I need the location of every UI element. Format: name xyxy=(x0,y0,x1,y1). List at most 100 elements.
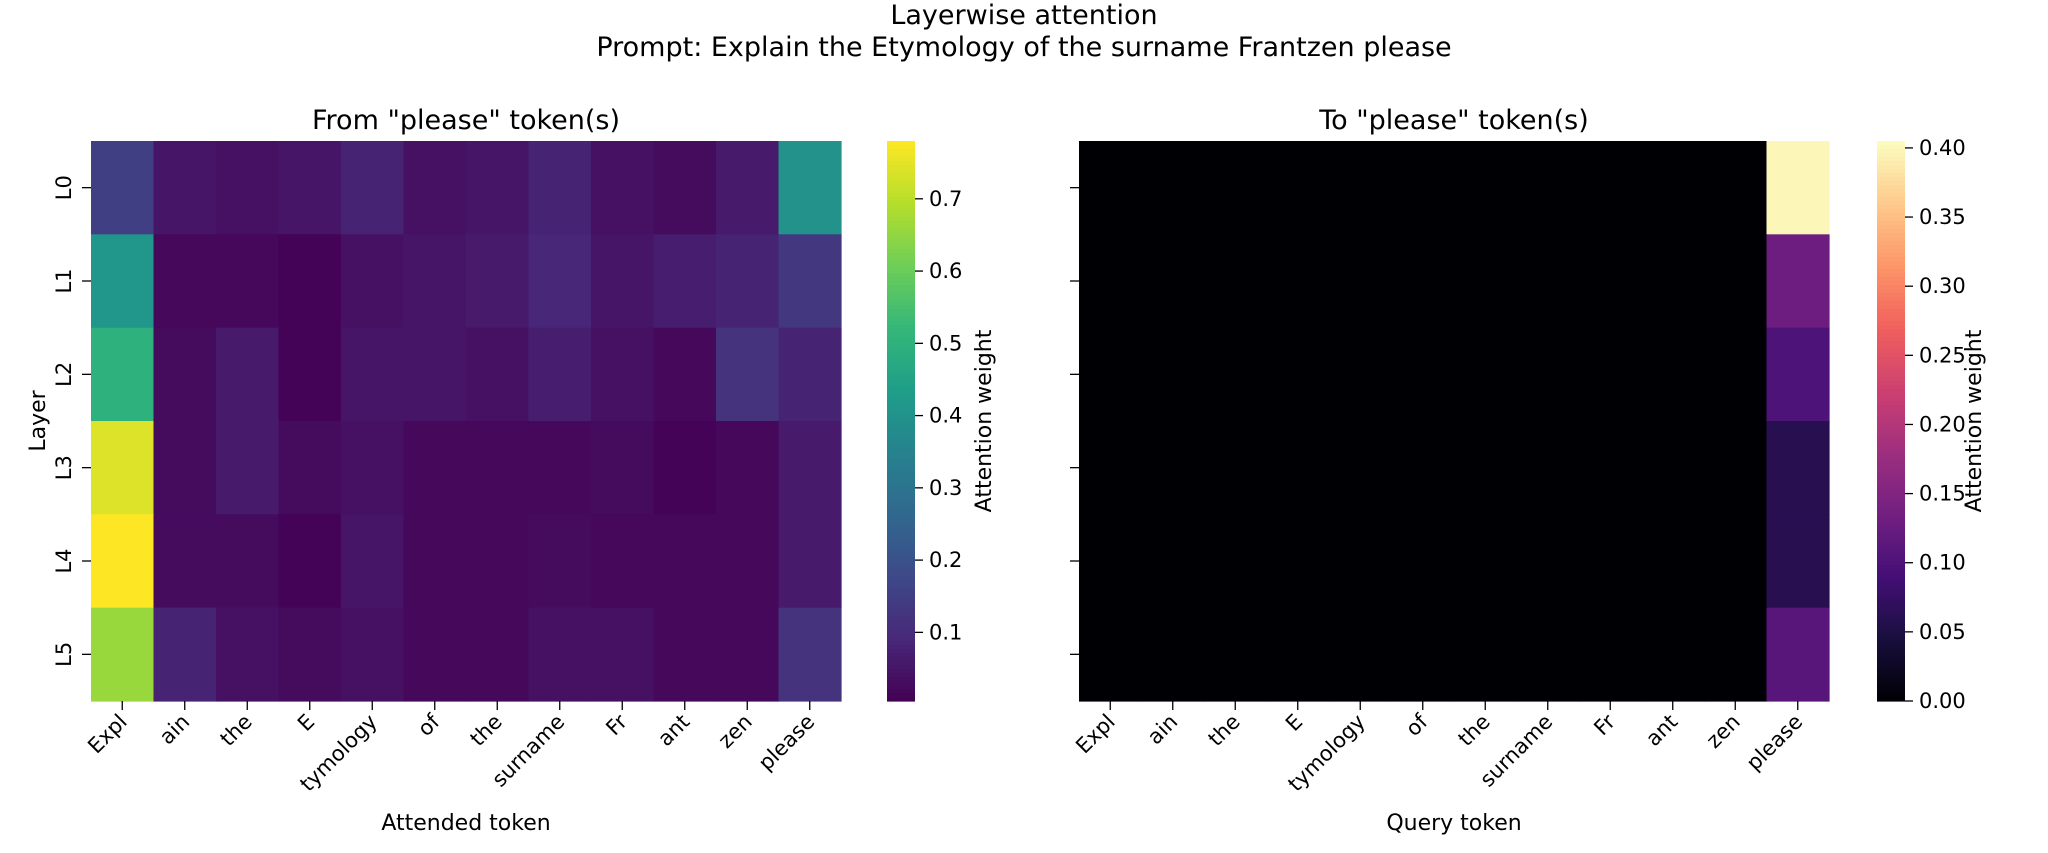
heatmap-cell xyxy=(1766,514,1830,609)
colorbar-segment xyxy=(1877,177,1905,182)
colorbar-segment xyxy=(1877,437,1905,442)
heatmap-cell xyxy=(1266,327,1330,422)
colorbar-segment xyxy=(887,597,915,602)
heatmap-cell xyxy=(1579,514,1643,609)
heatmap-cell xyxy=(716,514,780,609)
colorbar-segment xyxy=(1877,677,1905,682)
heatmap-cell xyxy=(1329,327,1393,422)
colorbar-segment xyxy=(1877,325,1905,330)
colorbar-segment xyxy=(1877,541,1905,546)
heatmap-cell xyxy=(1329,141,1393,235)
colorbar-segment xyxy=(1877,225,1905,230)
colorbar-segment xyxy=(1877,333,1905,338)
heatmap-cell xyxy=(1204,327,1268,422)
colorbar-segment xyxy=(1877,361,1905,366)
heatmap-cell xyxy=(1516,327,1580,422)
colorbar-segment xyxy=(1877,493,1905,498)
colorbar-segment xyxy=(1877,273,1905,278)
y-tick-label: L5 xyxy=(52,642,76,667)
colorbar-segment xyxy=(1877,657,1905,662)
colorbar-segment xyxy=(1877,557,1905,562)
colorbar-segment xyxy=(1877,397,1905,402)
heatmap-cell xyxy=(591,234,655,329)
x-tick-label: Fr xyxy=(1589,709,1620,740)
heatmap-cell xyxy=(1079,607,1143,702)
colorbar-segment xyxy=(887,157,915,162)
colorbar-segment xyxy=(887,249,915,254)
colorbar-segment xyxy=(887,461,915,466)
colorbar-segment xyxy=(887,421,915,426)
colorbar-segment xyxy=(887,537,915,542)
colorbar-segment xyxy=(1877,161,1905,166)
heatmap-cell xyxy=(1391,514,1455,609)
colorbar-segment xyxy=(887,665,915,670)
colorbar-segment xyxy=(1877,329,1905,334)
colorbar-segment xyxy=(1877,521,1905,526)
colorbar-segment xyxy=(1877,453,1905,458)
colorbar-segment xyxy=(1877,525,1905,530)
figure-title: Layerwise attention Prompt: Explain the … xyxy=(0,0,2048,64)
heatmap-cell xyxy=(778,234,842,329)
colorbar-segment xyxy=(1877,637,1905,642)
colorbar-segment xyxy=(1877,645,1905,650)
colorbar-segment xyxy=(1877,253,1905,258)
colorbar-segment xyxy=(887,433,915,438)
heatmap-cell xyxy=(216,234,280,329)
colorbar-segment xyxy=(887,549,915,554)
colorbar-segment xyxy=(887,313,915,318)
colorbar-segment xyxy=(887,589,915,594)
heatmap-cell xyxy=(1704,234,1768,329)
colorbar-segment xyxy=(887,285,915,290)
colorbar-segment xyxy=(1877,633,1905,638)
colorbar-segment xyxy=(1877,697,1905,702)
colorbar-segment xyxy=(887,349,915,354)
colorbar-segment xyxy=(887,329,915,334)
heatmap-cell xyxy=(1516,141,1580,235)
colorbar-segment xyxy=(1877,445,1905,450)
heatmap-cell xyxy=(1704,421,1768,515)
colorbar-segment xyxy=(887,565,915,570)
heatmap-cell xyxy=(403,607,467,702)
colorbar-segment xyxy=(1877,693,1905,698)
heatmap-cell xyxy=(466,327,530,422)
colorbar-segment xyxy=(887,409,915,414)
colorbar-segment xyxy=(1877,205,1905,210)
y-tick-label: L0 xyxy=(52,175,76,200)
colorbar-segment xyxy=(1877,617,1905,622)
colorbar-segment xyxy=(887,353,915,358)
colorbar-segment xyxy=(1877,213,1905,218)
colorbar-segment xyxy=(1877,413,1905,418)
heatmap-cell xyxy=(1141,234,1205,329)
heatmap-cell xyxy=(1329,607,1393,702)
colorbar-segment xyxy=(1877,345,1905,350)
colorbar-segment xyxy=(1877,321,1905,326)
colorbar-segment xyxy=(887,265,915,270)
x-tick-label: ain xyxy=(155,710,195,750)
colorbar-segment xyxy=(1877,285,1905,290)
colorbar-segment xyxy=(887,509,915,514)
colorbar-segment xyxy=(1877,569,1905,574)
colorbar-segment xyxy=(887,693,915,698)
heatmap-cell xyxy=(1079,327,1143,422)
x-tick-label: ant xyxy=(1641,710,1682,751)
colorbar-segment xyxy=(1877,509,1905,514)
heatmap-cell xyxy=(653,421,717,515)
colorbar-segment xyxy=(1877,573,1905,578)
colorbar-label: Attention weight xyxy=(1962,329,1987,512)
colorbar-segment xyxy=(887,429,915,434)
colorbar-segment xyxy=(1877,545,1905,550)
heatmap-cell xyxy=(1516,421,1580,515)
heatmap-cell xyxy=(653,141,717,235)
colorbar-segment xyxy=(887,641,915,646)
colorbar-segment xyxy=(1877,513,1905,518)
colorbar-segment xyxy=(1877,485,1905,490)
colorbar-segment xyxy=(1877,537,1905,542)
colorbar-segment xyxy=(1877,281,1905,286)
heatmap-cell xyxy=(341,327,405,422)
colorbar-tick-label: 0.5 xyxy=(929,331,962,355)
colorbar-segment xyxy=(887,681,915,686)
subplot-title: From "please" token(s) xyxy=(312,105,620,136)
colorbar-segment xyxy=(1877,169,1905,174)
colorbar-tick-label: 0.05 xyxy=(1919,620,1966,644)
heatmap-cell xyxy=(1141,421,1205,515)
